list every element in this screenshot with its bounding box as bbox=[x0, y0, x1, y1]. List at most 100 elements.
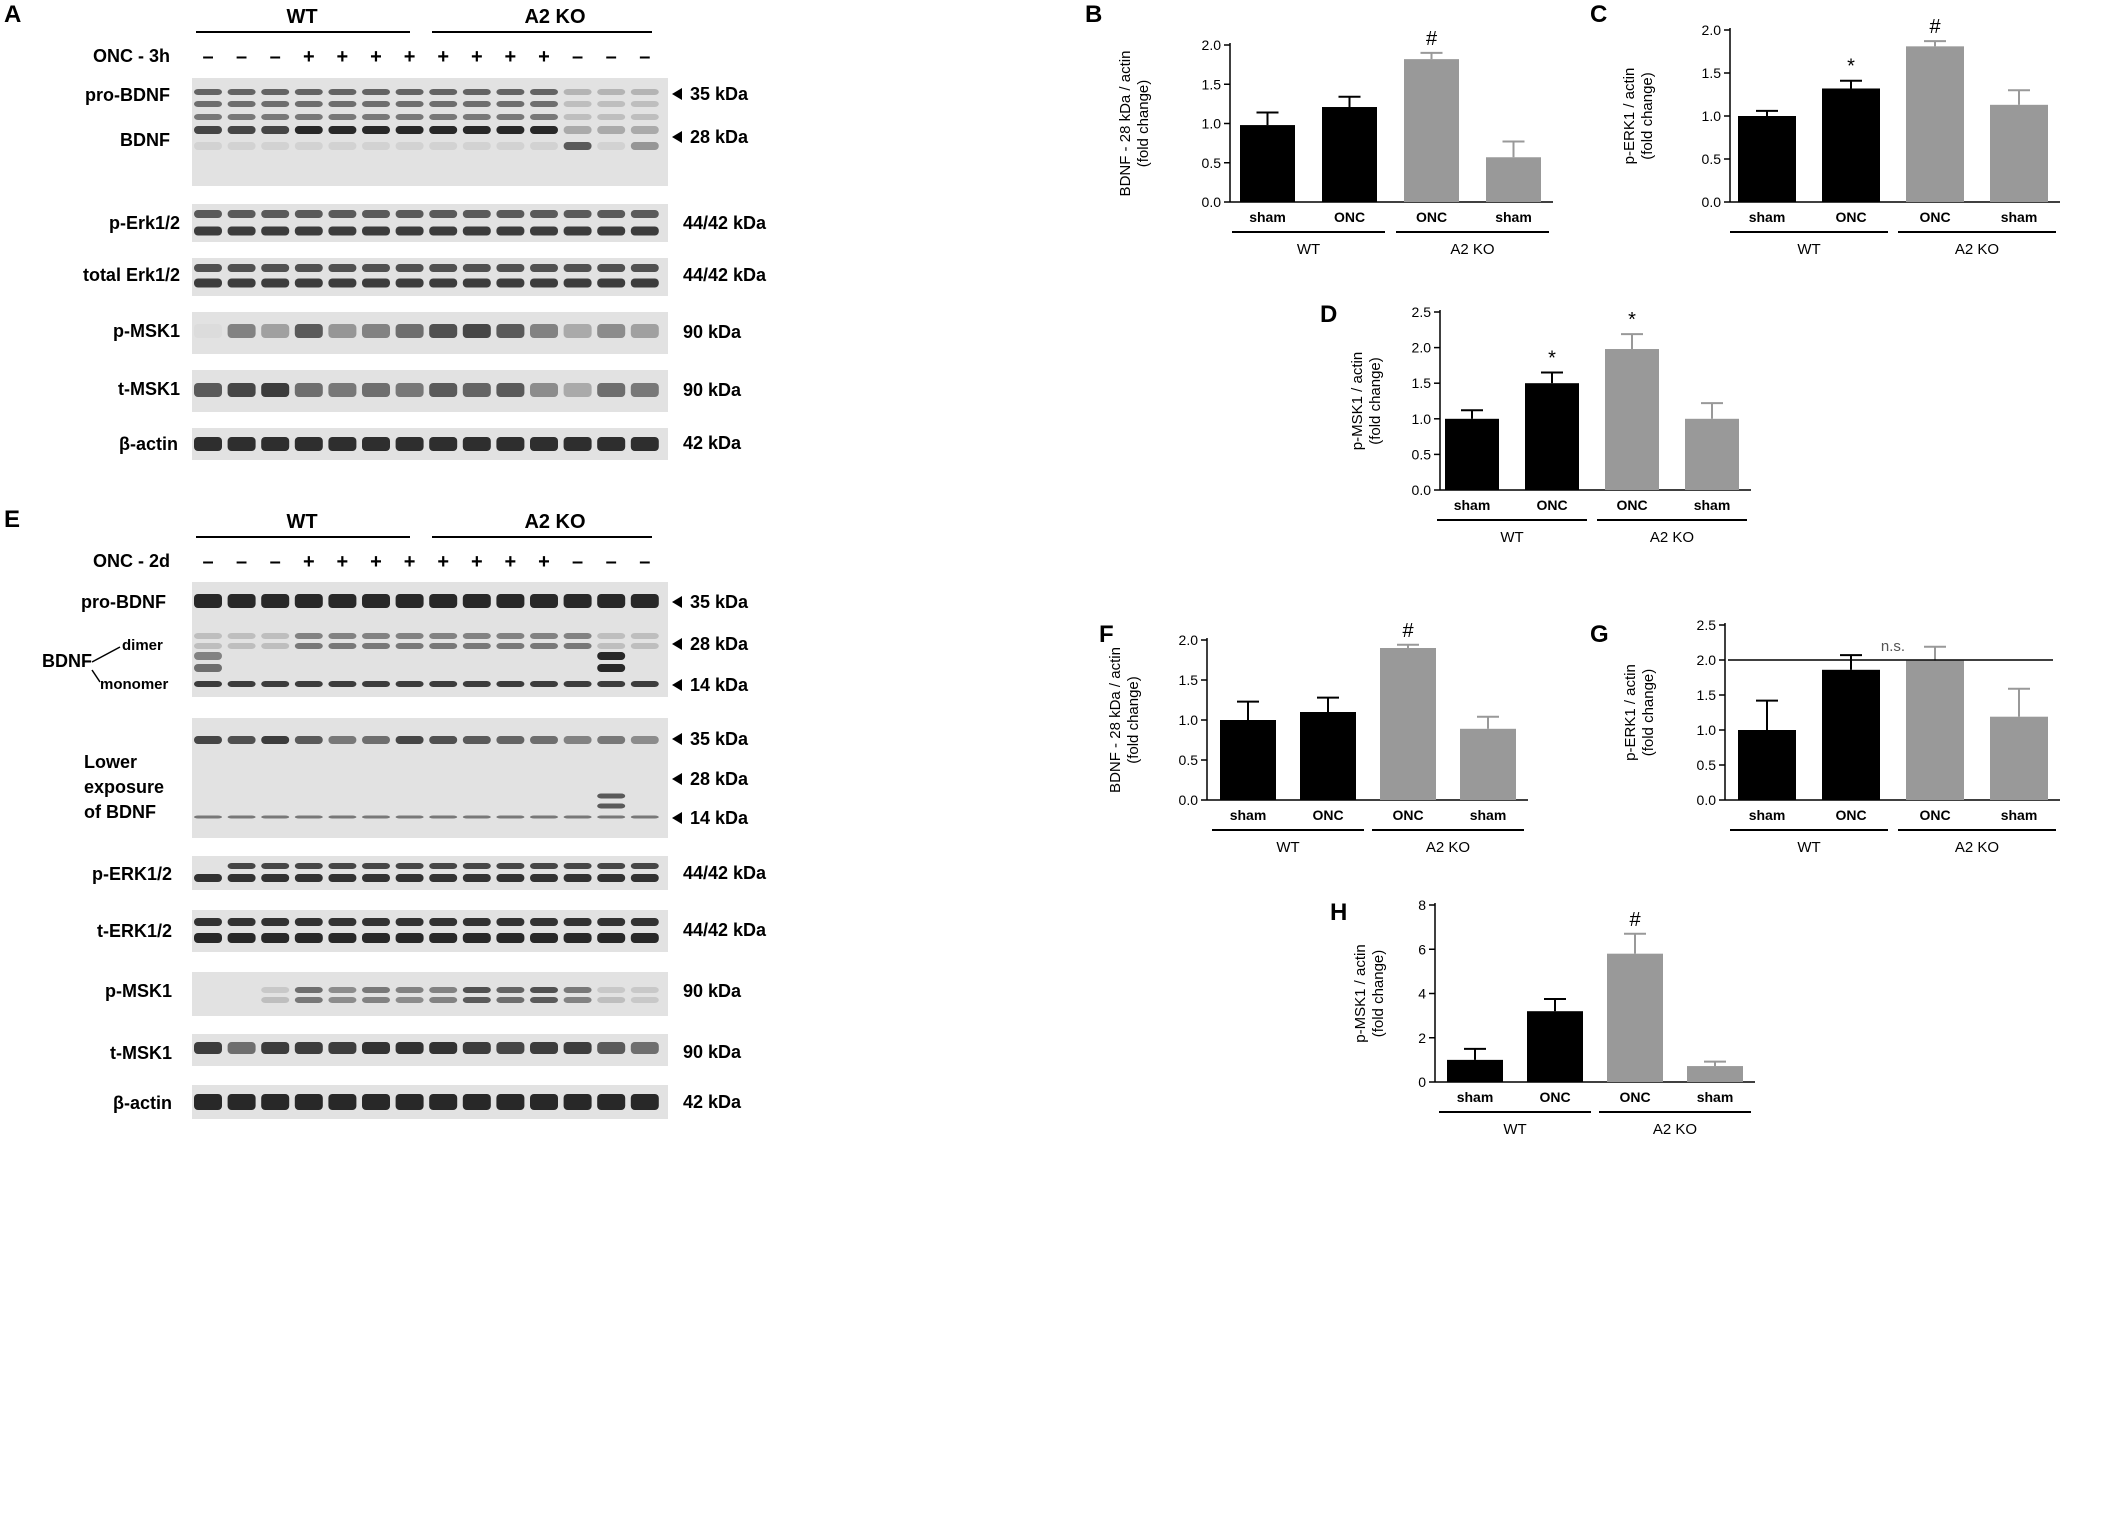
y-tick-label: 1.0 bbox=[1702, 108, 1722, 124]
blot-band bbox=[462, 874, 491, 882]
bar bbox=[1738, 116, 1796, 202]
y-axis-label-line: p-ERK1 / actin bbox=[1622, 664, 1639, 761]
blot-band bbox=[261, 863, 290, 869]
blot-band bbox=[194, 664, 222, 672]
group-label: WT bbox=[1500, 529, 1523, 546]
x-tick-label: sham bbox=[1230, 807, 1267, 823]
blot-band bbox=[496, 101, 525, 107]
x-tick-label: sham bbox=[1749, 209, 1786, 225]
group-label: A2 KO bbox=[1650, 529, 1694, 546]
marker-label: 28 kDa bbox=[690, 127, 749, 147]
blot-band bbox=[362, 918, 390, 926]
blot-band bbox=[294, 736, 323, 744]
blot-band bbox=[496, 114, 525, 120]
blot-band bbox=[395, 643, 424, 649]
blot-band bbox=[294, 210, 323, 218]
bar bbox=[1906, 660, 1964, 800]
blot-band bbox=[227, 633, 256, 639]
blot-band bbox=[630, 933, 659, 943]
blot-strip-t-msk1 bbox=[192, 370, 668, 412]
bar-chart-d: D 0.0 0.5 1.0 1.5 2.0 2.5 p-MSK1 / actin(fold c… bbox=[1320, 301, 1751, 546]
blot-band bbox=[194, 918, 222, 926]
blot-band bbox=[462, 681, 491, 687]
bar-chart-b: B 0.0 0.5 1.0 1.5 2.0 BDNF - 28 kDa / actin(fo… bbox=[1085, 1, 1553, 258]
bar bbox=[1445, 418, 1499, 490]
blot-band bbox=[630, 142, 659, 150]
blot-band bbox=[597, 933, 626, 943]
marker-label: 35 kDa bbox=[690, 592, 749, 612]
blot-band bbox=[563, 633, 592, 639]
blot-band bbox=[563, 987, 592, 993]
blot-band bbox=[294, 324, 323, 338]
blot-band bbox=[496, 226, 525, 236]
blot-strip-p-msk1-2d-background bbox=[192, 972, 668, 1016]
blot-band bbox=[328, 437, 357, 451]
lane-sign: + bbox=[404, 46, 416, 68]
blot-band bbox=[362, 997, 390, 1003]
blot-band bbox=[227, 643, 256, 649]
blot-band bbox=[194, 226, 222, 236]
blot-band bbox=[429, 264, 458, 272]
significance-mark: * bbox=[1548, 348, 1556, 370]
blot-band bbox=[462, 210, 491, 218]
group-label-a2ko: A2 KO bbox=[524, 511, 585, 533]
y-tick-label: 0 bbox=[1418, 1074, 1426, 1090]
marker-label: 42 kDa bbox=[683, 1092, 742, 1112]
blot-band bbox=[462, 815, 491, 819]
y-tick-label: 1.5 bbox=[1702, 65, 1722, 81]
x-tick-label: ONC bbox=[1312, 807, 1343, 823]
blot-band bbox=[194, 815, 222, 819]
blot-band bbox=[462, 142, 491, 150]
blot-band bbox=[462, 1094, 491, 1110]
row-label: t-MSK1 bbox=[118, 379, 180, 399]
blot-band bbox=[194, 594, 222, 608]
x-tick-label: ONC bbox=[1619, 1089, 1650, 1105]
blot-band bbox=[395, 226, 424, 236]
y-axis-label: BDNF - 28 kDa / actin(fold change) bbox=[1117, 51, 1152, 197]
marker-label: 90 kDa bbox=[683, 1042, 742, 1062]
blot-band bbox=[362, 736, 390, 744]
blot-band bbox=[429, 594, 458, 608]
blot-band bbox=[227, 918, 256, 926]
blot-band bbox=[395, 681, 424, 687]
blot-band bbox=[328, 89, 357, 95]
blot-band bbox=[530, 437, 558, 451]
x-tick-label: sham bbox=[1697, 1089, 1734, 1105]
blot-band bbox=[462, 278, 491, 288]
blot-band bbox=[530, 815, 558, 819]
bar bbox=[1738, 730, 1796, 800]
blot-band bbox=[194, 142, 222, 150]
bar bbox=[1990, 716, 2048, 800]
blot-band bbox=[530, 736, 558, 744]
marker-arrow bbox=[672, 131, 682, 143]
blot-band bbox=[261, 1094, 290, 1110]
marker-label: 14 kDa bbox=[690, 675, 749, 695]
blot-band bbox=[395, 126, 424, 134]
blot-band bbox=[530, 863, 558, 869]
blot-band bbox=[496, 863, 525, 869]
y-tick-label: 1.0 bbox=[1697, 722, 1717, 738]
blot-band bbox=[563, 437, 592, 451]
blot-band bbox=[328, 1094, 357, 1110]
panel-letter: G bbox=[1590, 621, 1609, 648]
bar bbox=[1486, 157, 1541, 202]
blot-band bbox=[597, 643, 626, 649]
blot-band bbox=[227, 89, 256, 95]
blot-band bbox=[328, 278, 357, 288]
blot-band bbox=[630, 918, 659, 926]
blot-band bbox=[194, 1042, 222, 1054]
blot-band bbox=[597, 1042, 626, 1054]
blot-band bbox=[328, 997, 357, 1003]
blot-band bbox=[563, 863, 592, 869]
row-label: pro-BDNF bbox=[81, 592, 166, 612]
y-tick-label: 0.5 bbox=[1179, 752, 1199, 768]
significance-mark: # bbox=[1426, 28, 1438, 50]
blot-band bbox=[395, 918, 424, 926]
marker-label: 35 kDa bbox=[690, 729, 749, 749]
y-tick-label: 2.0 bbox=[1179, 632, 1199, 648]
blot-band bbox=[630, 815, 659, 819]
blot-band bbox=[328, 383, 357, 397]
bar bbox=[1605, 349, 1659, 490]
x-tick-label: sham bbox=[1495, 209, 1532, 225]
